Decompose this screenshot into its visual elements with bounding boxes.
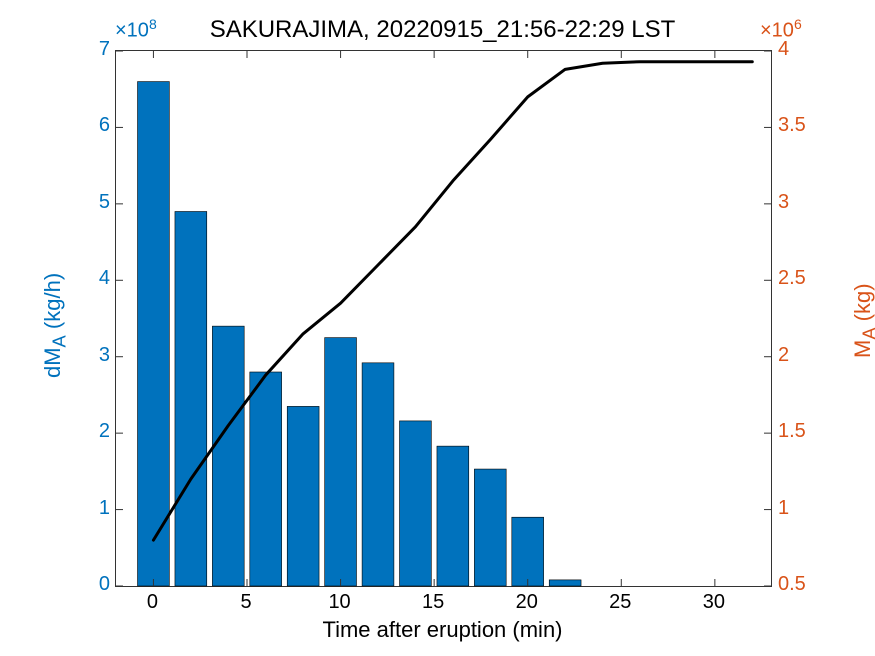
bar [325, 338, 357, 586]
y-left-tick-label: 0 [70, 573, 110, 596]
plot-svg [116, 51, 771, 586]
y-right-tick-label: 3 [778, 191, 828, 214]
y-right-tick-label: 1 [778, 497, 828, 520]
y-left-axis-label: dMA (kg/h) [40, 272, 70, 377]
y-left-tick-label: 7 [70, 38, 110, 61]
x-axis-label: Time after eruption (min) [115, 617, 770, 643]
y-right-exponent: ×106 [760, 16, 802, 43]
bar [250, 372, 282, 586]
x-tick-label: 15 [403, 591, 463, 614]
y-left-tick-label: 1 [70, 497, 110, 520]
bar [287, 406, 319, 586]
chart-title: SAKURAJIMA, 20220915_21:56-22:29 LST [115, 16, 770, 44]
bar [512, 517, 544, 586]
y-right-axis-label: MA (kg) [850, 283, 875, 358]
bar [138, 82, 170, 586]
bar [175, 212, 207, 587]
x-tick-label: 5 [216, 591, 276, 614]
bar [549, 580, 581, 586]
bar [474, 469, 506, 586]
y-left-tick-label: 2 [70, 420, 110, 443]
bar [362, 363, 394, 586]
plot-area [115, 50, 772, 587]
figure: 051015202530012345670.511.522.533.54SAKU… [0, 0, 875, 656]
x-tick-label: 25 [590, 591, 650, 614]
bar [400, 421, 432, 586]
y-left-tick-label: 4 [70, 267, 110, 290]
y-right-tick-label: 2.5 [778, 267, 828, 290]
y-right-tick-label: 3.5 [778, 114, 828, 137]
bar [437, 446, 469, 586]
x-tick-label: 30 [684, 591, 744, 614]
y-left-tick-label: 6 [70, 114, 110, 137]
y-left-exponent: ×108 [115, 16, 157, 43]
x-tick-label: 20 [497, 591, 557, 614]
y-left-tick-label: 3 [70, 344, 110, 367]
x-tick-label: 0 [122, 591, 182, 614]
y-right-tick-label: 0.5 [778, 573, 828, 596]
x-tick-label: 10 [310, 591, 370, 614]
y-right-tick-label: 1.5 [778, 420, 828, 443]
y-left-tick-label: 5 [70, 191, 110, 214]
bar [212, 326, 244, 586]
y-right-tick-label: 2 [778, 344, 828, 367]
